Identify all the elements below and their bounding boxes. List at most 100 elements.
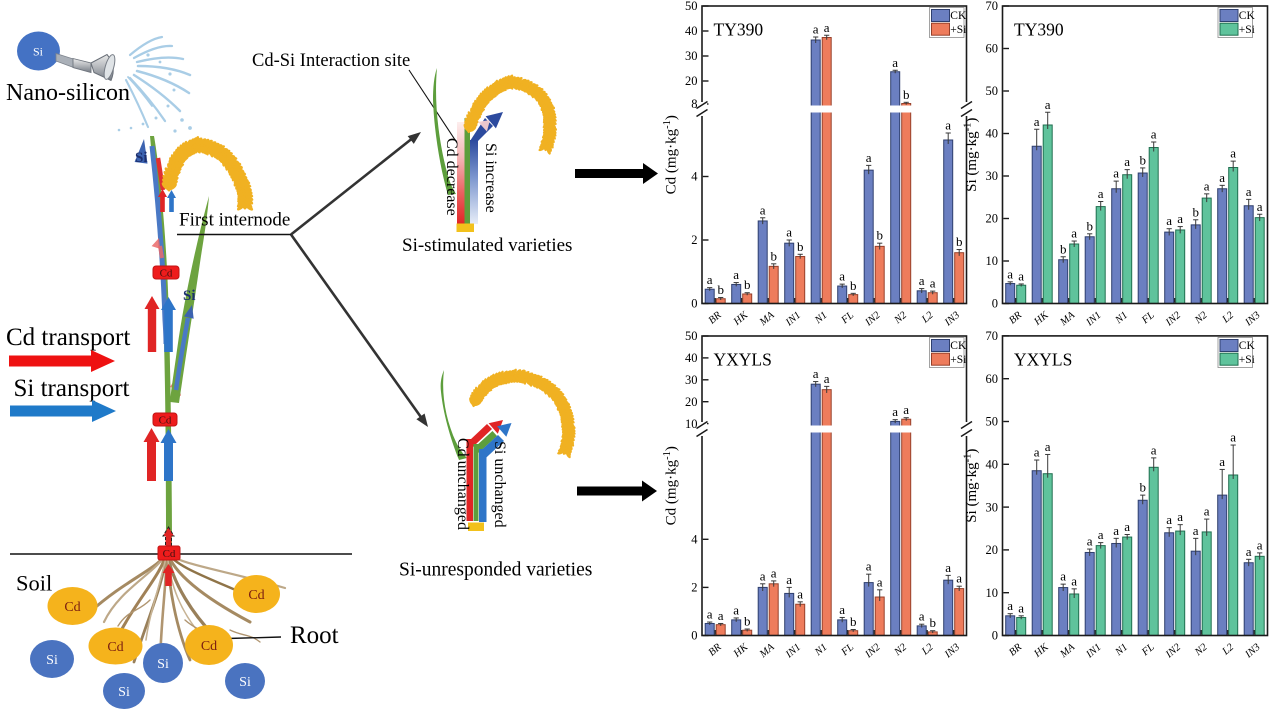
svg-text:IN1: IN1 — [783, 642, 803, 661]
svg-text:50: 50 — [685, 0, 698, 13]
svg-text:HK: HK — [1032, 641, 1052, 660]
svg-text:a: a — [1204, 178, 1210, 193]
svg-text:8: 8 — [691, 97, 697, 111]
svg-text:a: a — [813, 22, 819, 37]
svg-text:Cd-Si Interaction site: Cd-Si Interaction site — [252, 51, 410, 71]
svg-text:10: 10 — [986, 254, 999, 268]
svg-text:a: a — [760, 202, 766, 217]
svg-text:50: 50 — [986, 84, 999, 98]
svg-text:L2: L2 — [919, 309, 936, 326]
svg-text:Nano-silicon: Nano-silicon — [6, 80, 130, 106]
svg-text:a: a — [707, 607, 713, 622]
svg-text:Cd transport: Cd transport — [6, 324, 130, 351]
svg-text:IN2: IN2 — [863, 641, 883, 661]
svg-text:a: a — [1113, 166, 1119, 181]
svg-text:CK: CK — [950, 340, 967, 352]
svg-text:N2: N2 — [892, 309, 910, 326]
svg-text:a: a — [707, 272, 713, 287]
svg-text:N2: N2 — [1192, 641, 1210, 658]
svg-text:b: b — [1139, 480, 1146, 495]
svg-text:40: 40 — [685, 24, 698, 38]
svg-text:HK: HK — [731, 309, 751, 328]
svg-text:a: a — [786, 572, 792, 587]
svg-text:50: 50 — [685, 329, 698, 343]
svg-text:IN3: IN3 — [1243, 310, 1263, 329]
svg-text:a: a — [919, 273, 925, 288]
svg-text:50: 50 — [986, 415, 999, 429]
svg-text:a: a — [760, 568, 766, 583]
svg-text:a: a — [1204, 504, 1210, 519]
svg-text:a: a — [839, 269, 845, 284]
svg-text:IN1: IN1 — [1084, 310, 1104, 329]
svg-text:Cd: Cd — [107, 640, 123, 655]
svg-text:Cd unchanged: Cd unchanged — [454, 438, 471, 530]
svg-text:+Si: +Si — [1239, 354, 1255, 366]
svg-text:IN1: IN1 — [1084, 642, 1104, 661]
svg-text:b: b — [717, 282, 724, 297]
svg-text:a: a — [824, 20, 830, 35]
svg-text:IN3: IN3 — [1243, 642, 1263, 661]
svg-text:4: 4 — [691, 170, 698, 184]
svg-text:Si increase: Si increase — [482, 143, 499, 213]
svg-text:a: a — [1007, 598, 1013, 613]
svg-text:a: a — [903, 402, 909, 417]
svg-text:b: b — [850, 278, 857, 293]
svg-text:Si: Si — [157, 657, 169, 672]
svg-text:N1: N1 — [812, 310, 829, 327]
svg-text:CK: CK — [950, 10, 967, 22]
svg-text:4: 4 — [691, 533, 698, 547]
svg-text:30: 30 — [986, 169, 999, 183]
svg-text:Root: Root — [290, 622, 339, 649]
svg-text:a: a — [1124, 519, 1130, 534]
svg-text:a: a — [1045, 439, 1051, 454]
svg-text:HK: HK — [1032, 309, 1052, 328]
svg-text:FL: FL — [839, 310, 856, 327]
svg-text:CK: CK — [1239, 340, 1256, 352]
svg-text:Si (mg·kg-1): Si (mg·kg-1) — [963, 118, 981, 192]
svg-text:a: a — [733, 602, 739, 617]
svg-text:Si unchanged: Si unchanged — [491, 441, 508, 528]
svg-text:b: b — [876, 228, 883, 243]
svg-text:Cd (mg·kg-1): Cd (mg·kg-1) — [662, 446, 680, 525]
svg-text:30: 30 — [986, 500, 999, 514]
svg-text:Cd (mg·kg-1): Cd (mg·kg-1) — [662, 115, 680, 194]
svg-text:2: 2 — [691, 581, 697, 595]
svg-text:BR: BR — [707, 309, 724, 326]
svg-text:Cd: Cd — [159, 415, 172, 427]
svg-text:a: a — [1071, 226, 1077, 241]
svg-text:a: a — [892, 404, 898, 419]
svg-text:IN2: IN2 — [1163, 641, 1183, 661]
svg-text:FL: FL — [1139, 642, 1156, 659]
svg-text:a: a — [1230, 430, 1236, 445]
svg-text:First internode: First internode — [179, 210, 290, 231]
svg-text:Si: Si — [135, 150, 148, 166]
svg-text:a: a — [813, 366, 819, 381]
svg-text:Si-stimulated varieties: Si-stimulated varieties — [402, 235, 572, 256]
svg-text:Si (mg·kg-1): Si (mg·kg-1) — [963, 449, 981, 523]
svg-text:20: 20 — [685, 395, 698, 409]
svg-text:b: b — [1060, 241, 1067, 256]
svg-text:10: 10 — [986, 586, 999, 600]
svg-text:MA: MA — [757, 310, 777, 329]
svg-text:b: b — [1086, 218, 1093, 233]
svg-text:a: a — [930, 276, 936, 291]
svg-text:a: a — [839, 602, 845, 617]
svg-text:a: a — [1087, 534, 1093, 549]
svg-text:30: 30 — [685, 373, 698, 387]
svg-text:a: a — [786, 225, 792, 240]
svg-text:+Si: +Si — [950, 24, 966, 36]
svg-text:0: 0 — [992, 297, 998, 311]
svg-text:IN1: IN1 — [783, 310, 803, 329]
svg-text:0: 0 — [691, 629, 697, 643]
svg-text:N2: N2 — [1192, 309, 1210, 326]
svg-text:a: a — [1257, 537, 1263, 552]
svg-text:b: b — [1192, 204, 1199, 219]
svg-text:40: 40 — [986, 127, 999, 141]
svg-text:Cd: Cd — [248, 588, 264, 603]
svg-text:a: a — [919, 609, 925, 624]
svg-text:BR: BR — [1007, 641, 1024, 658]
svg-text:60: 60 — [986, 372, 999, 386]
svg-text:Si-unresponded varieties: Si-unresponded varieties — [399, 560, 592, 581]
svg-text:a: a — [718, 608, 724, 623]
svg-text:a: a — [1098, 527, 1104, 542]
